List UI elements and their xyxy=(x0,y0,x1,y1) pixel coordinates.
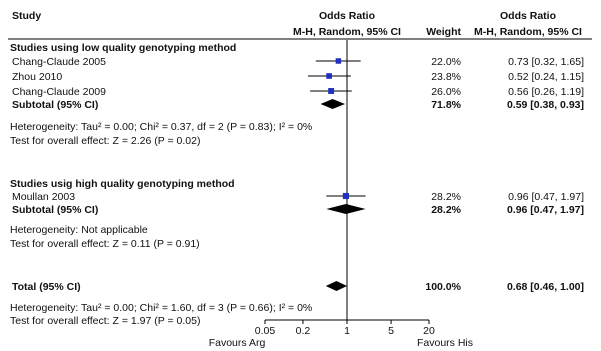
study-name: Zhou 2010 xyxy=(12,71,62,83)
study-marker xyxy=(328,88,335,94)
subtotal-label: Subtotal (95% CI) xyxy=(12,99,98,111)
subtotal-label: Subtotal (95% CI) xyxy=(12,204,98,216)
study-ci-text: 0.73 [0.32, 1.65] xyxy=(508,56,584,68)
heterogeneity-text: Heterogeneity: Tau² = 0.00; Chi² = 0.37,… xyxy=(10,121,312,133)
study-ci-text: 0.96 [0.47, 1.97] xyxy=(508,191,584,203)
total-diamond xyxy=(325,281,347,291)
subtotal-weight: 28.2% xyxy=(431,204,461,216)
study-name: Moullan 2003 xyxy=(12,191,75,203)
heterogeneity-text: Heterogeneity: Not applicable xyxy=(10,224,148,236)
total-ci-text: 0.68 [0.46, 1.00] xyxy=(507,281,584,293)
subtotal-ci-text: 0.59 [0.38, 0.93] xyxy=(507,99,584,111)
x-tick-label: 0.05 xyxy=(255,325,276,337)
overall-effect-text: Test for overall effect: Z = 2.26 (P = 0… xyxy=(10,135,200,147)
study-name: Chang-Claude 2009 xyxy=(12,86,106,98)
study-ci-text: 0.56 [0.26, 1.19] xyxy=(508,86,584,98)
study-weight: 23.8% xyxy=(431,71,461,83)
study-weight: 28.2% xyxy=(431,191,461,203)
header-or2-method: M-H, Random, 95% CI xyxy=(474,26,582,38)
group-title: Studies using low quality genotyping met… xyxy=(10,42,236,54)
header-or-title: Odds Ratio xyxy=(319,10,375,22)
subtotal-weight: 71.8% xyxy=(431,99,461,111)
x-tick-label: 0.2 xyxy=(296,325,311,337)
favours-right-label: Favours His xyxy=(417,337,473,349)
total-overall-effect-text: Test for overall effect: Z = 1.97 (P = 0… xyxy=(10,315,200,327)
study-weight: 26.0% xyxy=(431,86,461,98)
subtotal-diamond xyxy=(320,99,346,109)
header-weight: Weight xyxy=(426,26,461,38)
study-weight: 22.0% xyxy=(431,56,461,68)
x-tick-label: 1 xyxy=(344,325,350,337)
overall-effect-text: Test for overall effect: Z = 0.11 (P = 0… xyxy=(10,238,200,250)
subtotal-diamond xyxy=(326,204,366,214)
study-ci-text: 0.52 [0.24, 1.15] xyxy=(508,71,584,83)
study-name: Chang-Claude 2005 xyxy=(12,56,106,68)
total-heterogeneity-text: Heterogeneity: Tau² = 0.00; Chi² = 1.60,… xyxy=(10,302,312,314)
total-weight: 100.0% xyxy=(425,281,461,293)
x-tick-label: 5 xyxy=(388,325,394,337)
header-study: Study xyxy=(12,10,41,22)
x-tick-label: 20 xyxy=(423,325,435,337)
total-label: Total (95% CI) xyxy=(12,281,81,293)
study-marker xyxy=(342,192,349,200)
favours-left-label: Favours Arg xyxy=(209,337,266,349)
study-marker xyxy=(335,58,342,64)
group-title: Studies usig high quality genotyping met… xyxy=(10,178,235,190)
header-or-method: M-H, Random, 95% CI xyxy=(293,26,401,38)
study-marker xyxy=(326,73,332,79)
header-or2-title: Odds Ratio xyxy=(500,10,556,22)
subtotal-ci-text: 0.96 [0.47, 1.97] xyxy=(507,204,584,216)
